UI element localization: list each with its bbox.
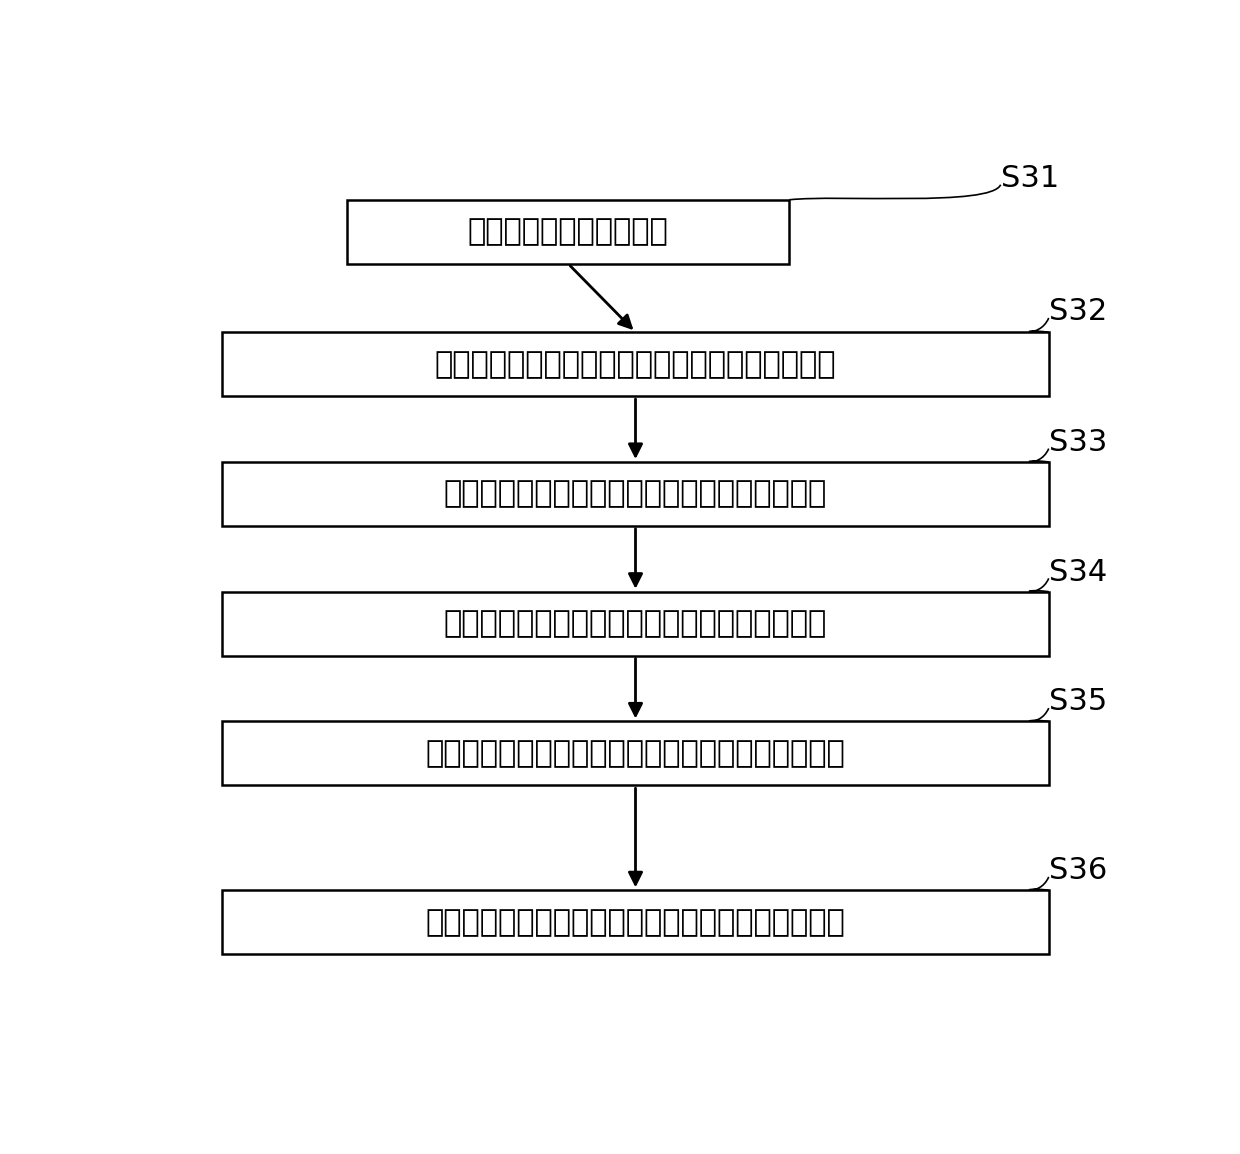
FancyBboxPatch shape [222, 332, 1049, 396]
FancyBboxPatch shape [222, 890, 1049, 954]
FancyBboxPatch shape [222, 462, 1049, 526]
Text: 将第二次加热处理后的层叠体进行第二次加压处理。: 将第二次加热处理后的层叠体进行第二次加压处理。 [425, 908, 846, 937]
Text: 将层叠体进行预热处理；: 将层叠体进行预热处理； [467, 217, 668, 246]
Text: 将抽真空处理后的层叠体进行第一次加压处理；: 将抽真空处理后的层叠体进行第一次加压处理； [444, 609, 827, 638]
Text: S32: S32 [1049, 298, 1107, 327]
Text: 将第一次加压处理后的层叠体进行第二次加热处理；: 将第一次加压处理后的层叠体进行第二次加热处理； [425, 739, 846, 767]
Text: 将预热处理后的所述层叠体进行第一次加热处理；: 将预热处理后的所述层叠体进行第一次加热处理； [435, 350, 836, 379]
FancyBboxPatch shape [222, 592, 1049, 655]
Text: S36: S36 [1049, 856, 1107, 885]
Text: 将第一次加热处理后的层叠体进行抽真空处理；: 将第一次加热处理后的层叠体进行抽真空处理； [444, 479, 827, 509]
Text: S34: S34 [1049, 557, 1107, 586]
FancyBboxPatch shape [347, 200, 789, 264]
Text: S35: S35 [1049, 688, 1107, 717]
Text: S31: S31 [1001, 164, 1059, 193]
FancyBboxPatch shape [222, 721, 1049, 786]
Text: S33: S33 [1049, 428, 1107, 457]
